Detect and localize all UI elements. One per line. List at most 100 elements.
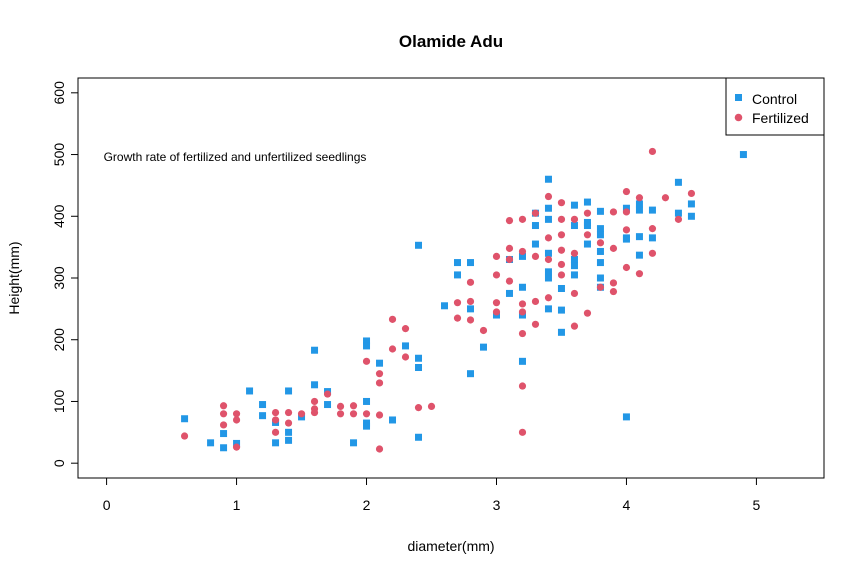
data-point-control (596, 207, 604, 215)
y-axis: 0 100 200 300 400 500 600 (51, 81, 79, 467)
data-point-control (635, 251, 643, 259)
data-point-fertilized (544, 294, 553, 302)
data-point-fertilized (531, 320, 540, 328)
data-point-control (466, 370, 474, 378)
data-point-control (544, 249, 552, 257)
data-point-fertilized (492, 308, 501, 316)
data-point-control (557, 306, 565, 314)
data-point-control (596, 225, 604, 233)
data-point-control (557, 284, 565, 292)
legend-label-fertilized: Fertilized (752, 110, 809, 126)
data-point-fertilized (427, 402, 436, 410)
data-point-fertilized (284, 408, 293, 417)
data-point-fertilized (557, 246, 566, 254)
data-point-fertilized (518, 215, 527, 223)
data-point-fertilized (388, 345, 397, 353)
x-tick-label: 1 (233, 497, 241, 513)
data-point-fertilized (674, 215, 683, 223)
data-point-fertilized (479, 326, 488, 335)
x-tick-label: 2 (363, 497, 371, 513)
data-point-fertilized (310, 408, 319, 417)
y-tick-label: 200 (51, 328, 67, 352)
data-point-control (324, 401, 332, 409)
data-point-control (363, 337, 371, 345)
data-point-control (220, 430, 228, 438)
chart-title: Olamide Adu (399, 32, 503, 51)
data-point-control (233, 439, 241, 447)
data-point-control (220, 444, 228, 452)
data-point-control (402, 342, 410, 350)
data-point-fertilized (492, 271, 501, 279)
data-point-fertilized (583, 231, 592, 239)
data-point-control (479, 343, 487, 351)
data-point-fertilized (271, 416, 280, 424)
data-point-control (181, 415, 189, 423)
data-point-control (453, 271, 461, 279)
y-tick-label: 500 (51, 143, 67, 167)
data-point-control (648, 206, 656, 214)
data-point-control (363, 422, 371, 430)
data-point-fertilized (557, 199, 566, 207)
data-point-control (635, 233, 643, 241)
data-point-fertilized (583, 309, 592, 317)
data-point-control (544, 274, 552, 282)
data-point-control (687, 200, 695, 208)
data-point-fertilized (310, 397, 319, 406)
data-point-control (259, 412, 267, 420)
data-point-control (583, 198, 591, 206)
data-point-fertilized (336, 402, 345, 410)
data-point-fertilized (635, 194, 644, 202)
data-point-fertilized (596, 239, 605, 247)
data-point-control (570, 262, 578, 270)
data-point-control (674, 178, 682, 186)
data-point-fertilized (375, 379, 384, 387)
data-point-control (441, 302, 449, 310)
data-point-fertilized (570, 215, 579, 223)
data-point-fertilized (609, 208, 618, 216)
y-tick-label: 300 (51, 266, 67, 290)
data-point-fertilized (518, 247, 527, 256)
data-point-control (415, 364, 423, 372)
data-point-control (570, 255, 578, 263)
data-point-fertilized (622, 263, 631, 272)
data-point-fertilized (518, 382, 527, 390)
data-point-control (259, 401, 267, 409)
data-point-control (596, 247, 604, 255)
x-axis-label: diameter(mm) (407, 538, 494, 554)
data-point-fertilized (518, 300, 527, 308)
data-point-fertilized (544, 192, 553, 201)
y-axis-label: Height(mm) (6, 241, 22, 314)
data-point-control (466, 259, 474, 267)
data-point-control (622, 235, 630, 243)
x-tick-label: 3 (493, 497, 501, 513)
data-point-fertilized (531, 252, 540, 260)
data-point-fertilized (583, 209, 592, 217)
data-point-control (570, 222, 578, 230)
data-point-control (531, 222, 539, 230)
data-point-fertilized (232, 416, 241, 424)
data-point-control (687, 212, 695, 220)
data-point-fertilized (492, 252, 501, 260)
data-point-control (622, 204, 630, 212)
data-point-fertilized (349, 402, 358, 410)
data-point-fertilized (375, 445, 384, 453)
data-point-control (596, 259, 604, 267)
data-point-fertilized (453, 299, 462, 307)
data-point-fertilized (648, 147, 657, 156)
x-tick-label: 5 (753, 497, 761, 513)
data-point-fertilized (622, 226, 631, 234)
legend-marker-fertilized (734, 113, 743, 122)
data-point-fertilized (271, 428, 280, 436)
data-point-control (583, 240, 591, 248)
y-tick-label: 100 (51, 390, 67, 414)
data-point-fertilized (219, 421, 228, 429)
data-point-fertilized (661, 194, 670, 202)
data-point-control (415, 433, 423, 441)
data-point-control (518, 283, 526, 291)
data-point-fertilized (505, 277, 514, 285)
data-point-control (466, 305, 474, 313)
data-point-control (596, 231, 604, 239)
data-point-fertilized (570, 322, 579, 330)
data-point-fertilized (180, 432, 189, 440)
